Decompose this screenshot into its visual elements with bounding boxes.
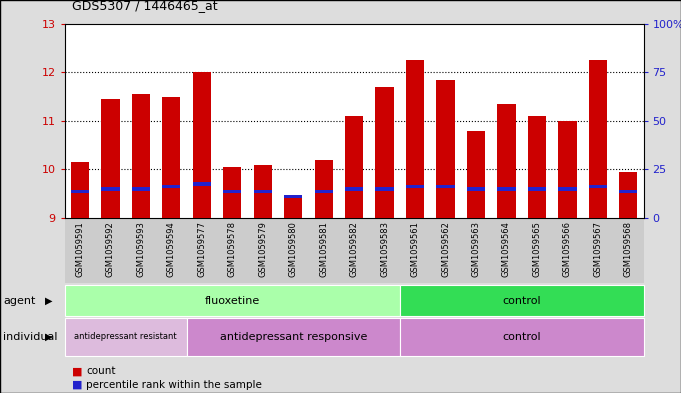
Bar — [528, 116, 546, 218]
Text: control: control — [503, 332, 541, 342]
Bar — [193, 182, 211, 186]
Text: fluoxetine: fluoxetine — [204, 296, 260, 306]
Bar — [558, 121, 577, 218]
Bar — [375, 187, 394, 191]
Text: antidepressant resistant: antidepressant resistant — [74, 332, 177, 342]
Text: ▶: ▶ — [45, 296, 53, 306]
Bar — [345, 116, 363, 218]
Bar — [284, 196, 302, 218]
Bar — [406, 185, 424, 188]
Bar — [315, 160, 333, 218]
Text: ▶: ▶ — [45, 332, 53, 342]
Text: control: control — [503, 296, 541, 306]
Bar — [437, 79, 455, 218]
Bar — [588, 60, 607, 218]
Bar — [528, 187, 546, 191]
Bar — [588, 185, 607, 188]
Text: percentile rank within the sample: percentile rank within the sample — [86, 380, 262, 390]
Bar — [253, 165, 272, 218]
Bar — [375, 87, 394, 218]
Text: individual: individual — [3, 332, 58, 342]
Bar — [406, 60, 424, 218]
Bar — [71, 162, 89, 218]
Bar — [101, 187, 120, 191]
Text: GDS5307 / 1446465_at: GDS5307 / 1446465_at — [72, 0, 217, 12]
Bar — [253, 190, 272, 193]
Text: agent: agent — [3, 296, 36, 306]
Text: ■: ■ — [72, 366, 82, 376]
Bar — [315, 190, 333, 193]
Bar — [467, 187, 485, 191]
Bar — [619, 172, 637, 218]
Bar — [437, 185, 455, 188]
Bar — [284, 195, 302, 198]
Bar — [101, 99, 120, 218]
Bar — [131, 94, 150, 218]
Bar — [162, 185, 180, 188]
Bar — [223, 167, 241, 218]
Bar — [223, 190, 241, 193]
Bar — [467, 130, 485, 218]
Bar — [193, 72, 211, 218]
Bar — [497, 104, 516, 218]
Text: count: count — [86, 366, 116, 376]
Bar — [162, 97, 180, 218]
Bar — [71, 190, 89, 193]
Bar — [619, 190, 637, 193]
Bar — [558, 187, 577, 191]
Bar — [497, 187, 516, 191]
Text: ■: ■ — [72, 380, 82, 390]
Bar — [131, 187, 150, 191]
Bar — [345, 187, 363, 191]
Text: antidepressant responsive: antidepressant responsive — [219, 332, 367, 342]
